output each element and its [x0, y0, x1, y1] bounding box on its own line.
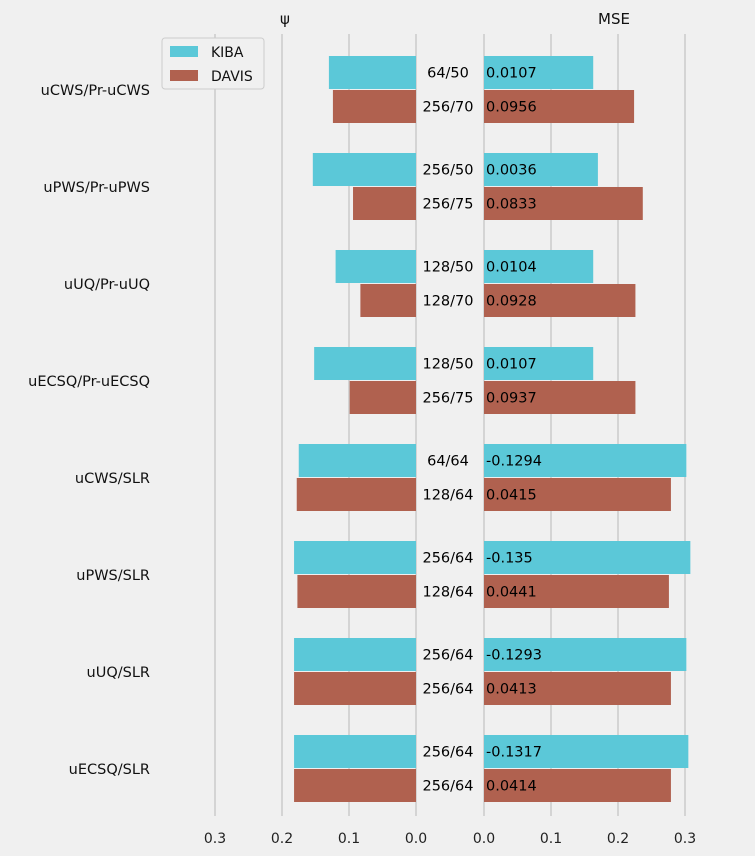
- left-bar-kiba: [298, 444, 416, 477]
- left-bar-davis: [349, 381, 416, 414]
- right-bar-kiba: [484, 56, 594, 89]
- left-x-tick-label: 0.3: [204, 831, 226, 847]
- mse-value-label: 0.0107: [486, 66, 537, 82]
- right-bar-kiba: [484, 347, 594, 380]
- category-label: uCWS/SLR: [75, 471, 150, 487]
- left-bar-kiba: [328, 56, 416, 89]
- left-panel-title: ψ: [280, 10, 290, 28]
- right-panel-title: MSE: [598, 10, 630, 28]
- left-bar-kiba: [294, 638, 416, 671]
- mse-value-label: 0.0415: [486, 488, 537, 504]
- mse-value-label: -0.135: [486, 551, 533, 567]
- right-bar-davis: [484, 575, 669, 608]
- mse-value-label: 0.0036: [486, 163, 537, 179]
- right-bar-kiba: [484, 153, 598, 186]
- mse-value-label: 0.0937: [486, 391, 537, 407]
- middle-config-label: 256/64: [422, 551, 473, 567]
- left-bar-davis: [294, 672, 416, 705]
- middle-config-label: 256/70: [422, 100, 473, 116]
- left-bar-davis: [353, 187, 416, 220]
- legend: KIBA DAVIS: [161, 37, 265, 90]
- middle-config-label: 64/64: [427, 454, 469, 470]
- mse-value-label: 0.0441: [486, 585, 537, 601]
- right-bar-davis: [484, 381, 636, 414]
- mse-value-label: 0.0956: [486, 100, 537, 116]
- mse-value-label: 0.0833: [486, 197, 537, 213]
- mse-value-label: 0.0104: [486, 260, 537, 276]
- left-bar-davis: [332, 90, 416, 123]
- middle-config-label: 128/64: [422, 585, 473, 601]
- middle-config-label: 128/64: [422, 488, 473, 504]
- mse-value-label: 0.0928: [486, 294, 537, 310]
- left-bar-davis: [297, 575, 416, 608]
- left-bar-kiba: [314, 347, 416, 380]
- mse-value-label: 0.0413: [486, 682, 537, 698]
- category-label: uECSQ/Pr-uECSQ: [28, 374, 150, 390]
- mse-value-label: -0.1294: [486, 454, 542, 470]
- left-bar-kiba: [294, 735, 416, 768]
- right-bar-kiba: [484, 638, 687, 671]
- left-bar-kiba: [312, 153, 416, 186]
- category-label: uPWS/SLR: [76, 568, 150, 584]
- legend-swatch-kiba: [170, 46, 198, 57]
- left-bar-davis: [360, 284, 416, 317]
- middle-config-label: 256/64: [422, 779, 473, 795]
- middle-config-label: 256/64: [422, 745, 473, 761]
- right-bar-davis: [484, 672, 671, 705]
- right-x-tick-label: 0.1: [540, 831, 562, 847]
- mse-value-label: -0.1293: [486, 648, 542, 664]
- middle-config-label: 256/64: [422, 648, 473, 664]
- mse-value-label: 0.0414: [486, 779, 537, 795]
- legend-swatch-davis: [170, 70, 198, 81]
- right-x-tick-label: 0.2: [607, 831, 629, 847]
- right-x-tick-label: 0.3: [674, 831, 696, 847]
- mse-value-label: 0.0107: [486, 357, 537, 373]
- right-bar-kiba: [484, 541, 691, 574]
- text-layer: ψ MSE 0.0 0.1 0.2 0.3 0.0 0.1 0.2 0.3 uCWS/Pr-uC…: [28, 10, 696, 847]
- middle-config-label: 128/70: [422, 294, 473, 310]
- right-bar-davis: [484, 90, 635, 123]
- middle-config-label: 64/50: [427, 66, 469, 82]
- category-label: uCWS/Pr-uCWS: [41, 83, 150, 99]
- middle-config-label: 256/75: [422, 391, 473, 407]
- right-bar-davis: [484, 478, 671, 511]
- bar-layer: [294, 56, 691, 802]
- category-label: uUQ/Pr-uUQ: [64, 277, 150, 293]
- category-label: uPWS/Pr-uPWS: [43, 180, 150, 196]
- left-x-tick-label: 0.2: [271, 831, 293, 847]
- left-bar-davis: [296, 478, 416, 511]
- middle-config-label: 128/50: [422, 260, 473, 276]
- right-bar-davis: [484, 187, 643, 220]
- legend-label-davis: DAVIS: [211, 69, 253, 85]
- left-bar-davis: [294, 769, 416, 802]
- left-bar-kiba: [294, 541, 416, 574]
- right-bar-davis: [484, 284, 636, 317]
- category-label: uECSQ/SLR: [69, 762, 150, 778]
- middle-config-label: 256/64: [422, 682, 473, 698]
- middle-config-label: 256/75: [422, 197, 473, 213]
- left-x-tick-label: 0.1: [338, 831, 360, 847]
- left-x-tick-label: 0.0: [405, 831, 427, 847]
- right-x-tick-label: 0.0: [473, 831, 495, 847]
- legend-label-kiba: KIBA: [211, 45, 244, 61]
- middle-config-label: 128/50: [422, 357, 473, 373]
- right-bar-kiba: [484, 444, 687, 477]
- category-label: uUQ/SLR: [87, 665, 150, 681]
- mse-value-label: -0.1317: [486, 745, 542, 761]
- left-bar-kiba: [335, 250, 416, 283]
- right-bar-kiba: [484, 735, 689, 768]
- right-bar-kiba: [484, 250, 594, 283]
- middle-config-label: 256/50: [422, 163, 473, 179]
- right-bar-davis: [484, 769, 671, 802]
